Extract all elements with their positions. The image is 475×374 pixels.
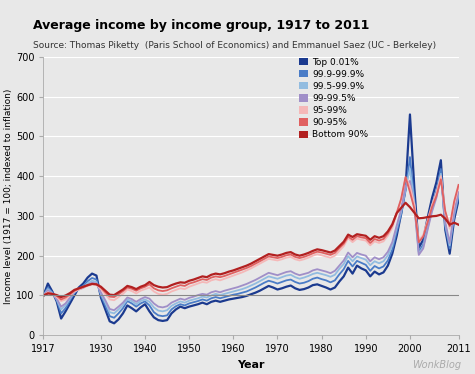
- 99-99.5%: [336, 263, 342, 268]
- 99.5-99.9%: [354, 254, 360, 259]
- 99.9-99.9%: [328, 280, 333, 285]
- 99-99.5%: [41, 293, 47, 298]
- Bottom 90%: [456, 223, 461, 227]
- Bottom 90%: [403, 200, 408, 205]
- 99.5-99.9%: [350, 259, 355, 264]
- Bottom 90%: [354, 232, 360, 236]
- Text: Source: Thomas Piketty  (Paris School of Economics) and Emmanuel Saez (UC - Berk: Source: Thomas Piketty (Paris School of …: [33, 41, 437, 50]
- Bottom 90%: [120, 287, 126, 292]
- 95-99%: [456, 185, 461, 190]
- Line: 90-95%: 90-95%: [44, 177, 458, 300]
- 90-95%: [354, 234, 360, 239]
- Bottom 90%: [328, 250, 333, 255]
- 99.9-99.9%: [58, 311, 64, 316]
- 95-99%: [336, 249, 342, 253]
- 99-99.5%: [111, 308, 117, 312]
- Top 0.01%: [354, 263, 360, 268]
- Legend: Top 0.01%, 99.9-99.9%, 99.5-99.9%, 99-99.5%, 95-99%, 90-95%, Bottom 90%: Top 0.01%, 99.9-99.9%, 99.5-99.9%, 99-99…: [297, 56, 370, 141]
- 90-95%: [58, 297, 64, 302]
- Top 0.01%: [456, 198, 461, 202]
- 90-95%: [336, 246, 342, 250]
- 99.9-99.9%: [41, 293, 47, 298]
- 90-95%: [350, 237, 355, 242]
- X-axis label: Year: Year: [237, 360, 265, 370]
- Bottom 90%: [63, 293, 68, 298]
- Line: 99-99.5%: 99-99.5%: [44, 177, 458, 310]
- Text: WonkBlog: WonkBlog: [412, 360, 461, 370]
- 95-99%: [350, 240, 355, 244]
- Top 0.01%: [111, 321, 117, 325]
- 95-99%: [58, 299, 64, 303]
- 95-99%: [438, 174, 444, 178]
- 95-99%: [63, 297, 68, 302]
- 99.9-99.9%: [111, 316, 117, 320]
- Line: 99.5-99.9%: 99.5-99.9%: [44, 169, 458, 313]
- 99.5-99.9%: [120, 303, 126, 307]
- 99.5-99.9%: [328, 275, 333, 279]
- Top 0.01%: [120, 311, 126, 316]
- Top 0.01%: [336, 279, 342, 284]
- 99.5-99.9%: [41, 293, 47, 298]
- 90-95%: [63, 295, 68, 300]
- 99-99.5%: [120, 300, 126, 305]
- 99.5-99.9%: [456, 192, 461, 196]
- 95-99%: [328, 255, 333, 260]
- 99-99.5%: [354, 251, 360, 255]
- Line: Bottom 90%: Bottom 90%: [44, 203, 458, 297]
- 95-99%: [120, 292, 126, 296]
- 99-99.5%: [350, 255, 355, 260]
- 99.5-99.9%: [336, 267, 342, 271]
- Bottom 90%: [350, 235, 355, 239]
- Line: 95-99%: 95-99%: [44, 176, 458, 301]
- Top 0.01%: [41, 293, 47, 298]
- 90-95%: [120, 289, 126, 293]
- 99-99.5%: [438, 175, 444, 179]
- Bottom 90%: [336, 244, 342, 248]
- 99.9-99.9%: [354, 258, 360, 263]
- Top 0.01%: [350, 272, 355, 276]
- 99-99.5%: [58, 304, 64, 309]
- 90-95%: [456, 183, 461, 187]
- 99-99.5%: [328, 271, 333, 275]
- 99.9-99.9%: [407, 155, 413, 159]
- 99.9-99.9%: [456, 194, 461, 199]
- 99-99.5%: [456, 190, 461, 194]
- 90-95%: [41, 293, 47, 298]
- Top 0.01%: [58, 316, 64, 321]
- 95-99%: [41, 293, 47, 298]
- Line: Top 0.01%: Top 0.01%: [44, 114, 458, 323]
- 90-95%: [403, 175, 408, 179]
- 99.9-99.9%: [120, 306, 126, 310]
- 99.9-99.9%: [350, 264, 355, 269]
- Y-axis label: Income level (1917 = 100; indexed to inflation): Income level (1917 = 100; indexed to inf…: [4, 88, 13, 304]
- 99.9-99.9%: [336, 272, 342, 277]
- Bottom 90%: [58, 295, 64, 299]
- 99.5-99.9%: [111, 311, 117, 316]
- 99.5-99.9%: [58, 307, 64, 312]
- Top 0.01%: [407, 112, 413, 117]
- 90-95%: [328, 253, 333, 257]
- Line: 99.9-99.9%: 99.9-99.9%: [44, 157, 458, 318]
- Bottom 90%: [41, 293, 47, 298]
- Text: Average income by income group, 1917 to 2011: Average income by income group, 1917 to …: [33, 19, 370, 32]
- Top 0.01%: [328, 287, 333, 292]
- 95-99%: [354, 236, 360, 241]
- 99.5-99.9%: [407, 167, 413, 171]
